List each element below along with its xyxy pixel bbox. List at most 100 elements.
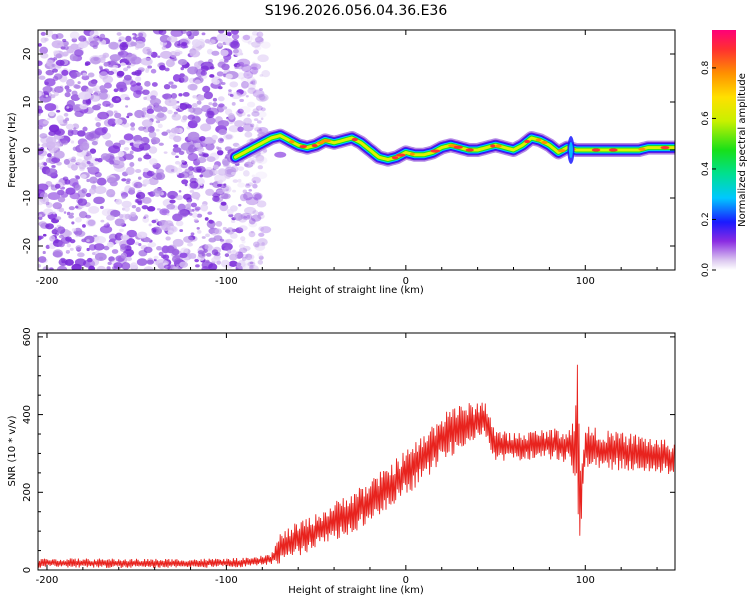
noise-blob (196, 213, 203, 218)
noise-blob (87, 80, 97, 87)
noise-blob (45, 223, 54, 230)
noise-blob (228, 260, 238, 267)
noise-blob (147, 51, 153, 56)
noise-blob (260, 117, 264, 121)
noise-blob (253, 118, 259, 122)
noise-blob (171, 113, 182, 121)
noise-blob (208, 237, 217, 243)
noise-blob (257, 211, 264, 216)
noise-blob (93, 57, 99, 61)
noise-blob (38, 60, 43, 66)
noise-blob (251, 176, 261, 184)
noise-blob (74, 49, 84, 57)
signal-hotspot (535, 138, 542, 142)
noise-blob (42, 266, 50, 270)
noise-blob (215, 79, 220, 85)
noise-blob (58, 234, 64, 239)
colorbar-gradient (712, 30, 736, 270)
noise-blob (191, 212, 198, 218)
noise-blob (222, 106, 228, 110)
noise-blob (79, 142, 90, 151)
noise-blob (236, 58, 251, 67)
noise-blob (82, 72, 87, 77)
noise-blob (130, 80, 137, 87)
snr-ticks: -200 -100 0 100 0 200 400 600 (22, 327, 675, 586)
noise-blob (187, 114, 195, 120)
noise-blob (38, 125, 43, 130)
noise-blob (39, 94, 52, 103)
noise-blob (66, 211, 71, 216)
noise-blob (251, 88, 258, 94)
noise-blob (47, 192, 61, 201)
noise-blob (200, 204, 209, 212)
noise-blob (153, 255, 159, 260)
noise-blob (240, 212, 253, 221)
noise-blob (78, 35, 87, 42)
signal-hotspot (465, 148, 474, 152)
noise-blob (135, 76, 142, 82)
signal-hotspot (490, 144, 496, 148)
noise-blob (206, 156, 216, 163)
spectrogram-ytick-label: 10 (22, 96, 33, 109)
noise-blob (253, 49, 260, 55)
noise-blob (113, 156, 125, 165)
noise-blob (256, 200, 267, 208)
noise-blob (216, 260, 222, 265)
colorbar-label: Normalized spectral amplitude (737, 73, 748, 227)
signal-hotspot (288, 140, 295, 144)
noise-blob (165, 236, 171, 241)
noise-blob (97, 103, 102, 107)
noise-blob (167, 109, 173, 115)
noise-blob (242, 64, 250, 70)
noise-blob (69, 31, 80, 40)
noise-blob (181, 41, 188, 47)
noise-blob (121, 195, 127, 200)
noise-blob (38, 68, 43, 76)
noise-blob (254, 192, 263, 200)
noise-blob (243, 70, 254, 79)
noise-blob (214, 170, 219, 175)
noise-blob (201, 236, 206, 239)
noise-blob (52, 249, 64, 258)
noise-blob (238, 247, 248, 254)
noise-blob (233, 212, 243, 221)
noise-blob (44, 37, 49, 42)
noise-blob (194, 258, 200, 263)
noise-blob (77, 198, 88, 206)
noise-blob (70, 140, 75, 144)
noise-blob (42, 86, 53, 93)
noise-blob (197, 94, 205, 101)
noise-blob (66, 78, 75, 87)
noise-blob (71, 263, 82, 270)
noise-blob (249, 81, 253, 85)
noise-blob (169, 199, 176, 204)
noise-blob (125, 105, 129, 108)
spectrogram-xlabel: Height of straight line (km) (288, 285, 424, 296)
noise-blob (193, 218, 199, 222)
noise-blob (251, 111, 260, 117)
noise-blob (106, 188, 116, 198)
noise-blob (106, 222, 110, 225)
noise-blob (85, 214, 92, 219)
signal-hotspot (430, 149, 441, 153)
noise-blob (46, 117, 51, 121)
noise-blob (248, 221, 258, 228)
signal-hotspot (351, 137, 358, 142)
noise-blob (56, 109, 61, 113)
noise-blob (181, 179, 189, 185)
noise-blob (217, 96, 225, 102)
noise-blob (126, 238, 135, 246)
snr-plot-area (38, 364, 675, 569)
noise-blob (86, 239, 90, 243)
noise-blob (212, 97, 218, 102)
noise-blob (89, 187, 96, 195)
noise-blob (226, 31, 232, 36)
noise-blob (243, 192, 253, 201)
noise-blob (239, 106, 251, 114)
noise-blob (236, 113, 240, 116)
snr-panel: -200 -100 0 100 0 200 400 600 Height of straigh… (7, 327, 676, 596)
noise-blob (216, 189, 224, 195)
noise-blob (189, 30, 200, 37)
noise-blob (172, 74, 181, 82)
noise-blob (227, 249, 232, 254)
